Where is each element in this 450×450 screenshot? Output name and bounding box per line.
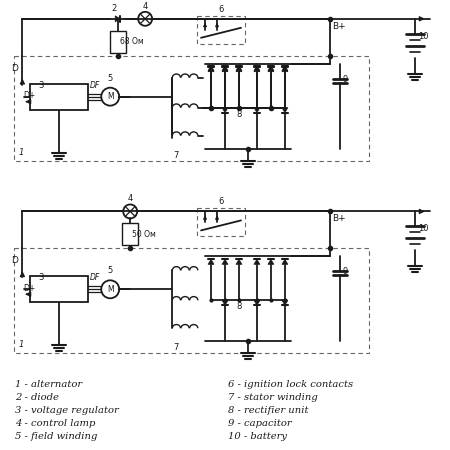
Text: 4: 4 bbox=[127, 194, 133, 203]
Polygon shape bbox=[282, 259, 288, 264]
Text: 1 - alternator: 1 - alternator bbox=[15, 380, 82, 389]
Polygon shape bbox=[222, 300, 228, 305]
Text: 1: 1 bbox=[18, 148, 24, 157]
Polygon shape bbox=[222, 108, 228, 112]
Polygon shape bbox=[254, 66, 260, 71]
Text: M: M bbox=[107, 92, 113, 101]
Polygon shape bbox=[282, 300, 288, 305]
Text: D+: D+ bbox=[23, 284, 36, 293]
Text: 4 - control lamp: 4 - control lamp bbox=[15, 419, 96, 428]
Bar bbox=[122, 223, 138, 245]
Polygon shape bbox=[254, 259, 260, 264]
Polygon shape bbox=[236, 259, 242, 264]
Text: 68 Ом: 68 Ом bbox=[120, 37, 144, 46]
Polygon shape bbox=[282, 66, 288, 71]
Text: 6: 6 bbox=[218, 5, 224, 14]
Text: 4: 4 bbox=[143, 2, 148, 11]
Text: 8: 8 bbox=[236, 110, 242, 119]
Polygon shape bbox=[236, 67, 242, 72]
Text: 7 - stator winding: 7 - stator winding bbox=[228, 393, 318, 402]
Polygon shape bbox=[208, 259, 214, 264]
Text: 5: 5 bbox=[108, 266, 113, 275]
Text: 10 - battery: 10 - battery bbox=[228, 432, 287, 441]
Polygon shape bbox=[222, 67, 228, 72]
Text: DF: DF bbox=[90, 273, 100, 282]
Text: 3: 3 bbox=[38, 81, 44, 90]
Text: 9 - capacitor: 9 - capacitor bbox=[228, 419, 292, 428]
Text: DF: DF bbox=[90, 81, 100, 90]
Text: 7: 7 bbox=[173, 343, 179, 352]
Text: D: D bbox=[11, 64, 18, 73]
Polygon shape bbox=[222, 259, 228, 264]
Text: 2: 2 bbox=[112, 4, 117, 13]
Polygon shape bbox=[236, 66, 242, 71]
Polygon shape bbox=[268, 259, 274, 264]
Text: 6 - ignition lock contacts: 6 - ignition lock contacts bbox=[228, 380, 353, 389]
Text: M: M bbox=[107, 285, 113, 294]
Text: 5 - field winding: 5 - field winding bbox=[15, 432, 98, 441]
Polygon shape bbox=[115, 16, 120, 22]
Text: 9: 9 bbox=[343, 75, 348, 84]
Polygon shape bbox=[282, 67, 288, 72]
Polygon shape bbox=[254, 67, 260, 72]
Text: 10: 10 bbox=[418, 225, 428, 234]
Polygon shape bbox=[282, 108, 288, 112]
Text: 5: 5 bbox=[108, 74, 113, 83]
Bar bbox=[14, 56, 369, 161]
Bar bbox=[14, 248, 369, 353]
Text: 3: 3 bbox=[38, 273, 44, 282]
Text: 1: 1 bbox=[18, 340, 24, 349]
Text: 50 Ом: 50 Ом bbox=[132, 230, 156, 239]
Text: B+: B+ bbox=[332, 215, 346, 224]
Text: 6: 6 bbox=[218, 198, 224, 207]
Text: 7: 7 bbox=[173, 151, 179, 160]
Text: 10: 10 bbox=[418, 32, 428, 41]
Polygon shape bbox=[208, 67, 214, 72]
Polygon shape bbox=[222, 66, 228, 71]
Bar bbox=[30, 276, 88, 302]
Text: D: D bbox=[11, 256, 18, 266]
Polygon shape bbox=[254, 300, 260, 305]
Text: 2 - diode: 2 - diode bbox=[15, 393, 59, 402]
Polygon shape bbox=[268, 67, 274, 72]
Text: 8: 8 bbox=[236, 302, 242, 311]
Polygon shape bbox=[268, 66, 274, 71]
Text: 8 - rectifier unit: 8 - rectifier unit bbox=[228, 406, 309, 415]
Bar bbox=[110, 31, 126, 53]
Text: D+: D+ bbox=[23, 91, 36, 100]
Bar bbox=[197, 16, 245, 44]
Text: B+: B+ bbox=[332, 22, 346, 31]
Polygon shape bbox=[208, 66, 214, 71]
Bar bbox=[197, 208, 245, 236]
Text: 3 - voltage regulator: 3 - voltage regulator bbox=[15, 406, 119, 415]
Polygon shape bbox=[254, 108, 260, 112]
Text: 9: 9 bbox=[343, 267, 348, 276]
Bar bbox=[30, 84, 88, 110]
